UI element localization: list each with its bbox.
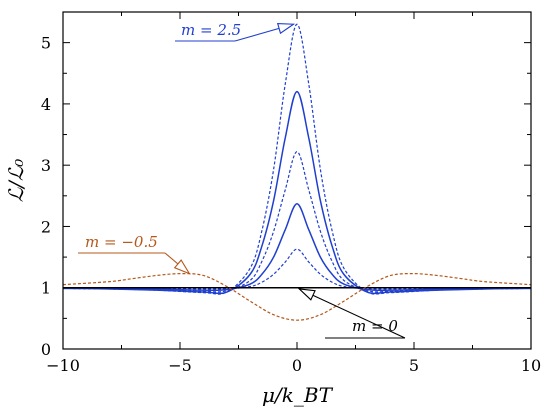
annotation-leader [299,288,406,339]
plot-area [62,23,532,321]
annotation-background [327,321,403,340]
series-line-4 [62,203,532,292]
x-axis-label: μ/k_BT [262,383,334,407]
axes: −10 −5 0 5 10 0 1 2 3 4 5 μ/k_BT ℒ/ℒ₀ [4,12,541,407]
x-tick-label: 0 [292,356,302,375]
y-tick-label: 0 [41,340,51,359]
y-tick-label: 4 [41,95,51,114]
annotations: m = 2.5 m = −0.5 m = 0 [78,21,406,340]
annotation-arrowhead [276,22,296,35]
plot-frame [62,11,532,350]
y-tick-label: 3 [41,156,51,175]
y-axis-label: ℒ/ℒ₀ [4,159,28,203]
annotation-arrowhead [173,259,191,275]
y-tick-label: 2 [41,217,51,236]
series-line-7 [62,273,532,321]
series-line-2 [62,90,532,295]
annotation-label: m = 0 [352,317,398,335]
series-line-3 [62,151,532,293]
annotation-label: m = −0.5 [85,233,158,251]
annotation-label: m = 2.5 [181,21,241,39]
x-tick-label: 10 [521,356,541,375]
x-tick-label: −10 [46,356,80,375]
y-tick-label: 5 [41,34,51,53]
annotation-arrowhead [297,288,316,301]
series-line-5 [62,248,532,290]
y-tick-label: 1 [41,279,51,298]
annotation-background [80,236,163,255]
x-tick-label: −5 [168,356,192,375]
x-tick-label: 5 [409,356,419,375]
